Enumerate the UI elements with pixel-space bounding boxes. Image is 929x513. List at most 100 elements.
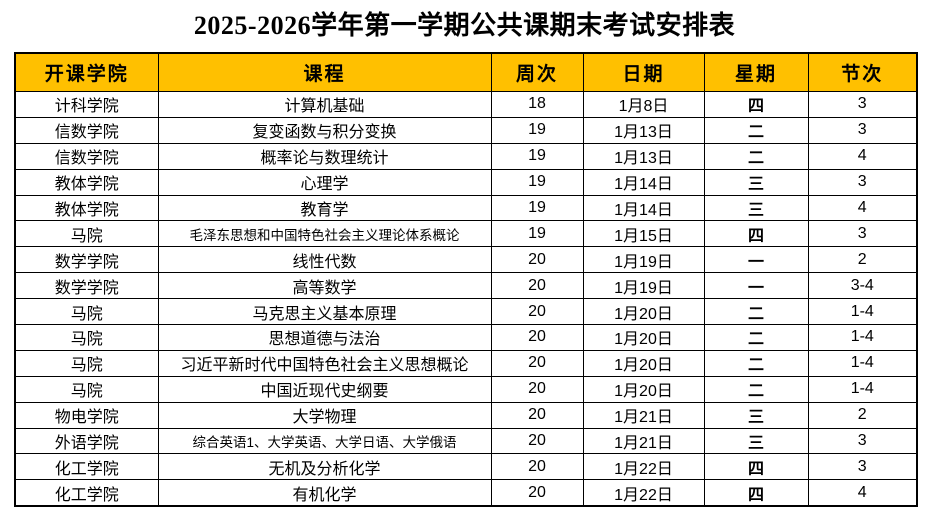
college-cell: 教体学院 bbox=[14, 194, 159, 222]
table-row: 数学学院 线性代数 20 1月19日 一 2 bbox=[14, 246, 918, 274]
period-cell: 1-4 bbox=[807, 349, 918, 377]
table-row: 信数学院 概率论与数理统计 19 1月13日 二 4 bbox=[14, 142, 918, 170]
date-cell: 1月19日 bbox=[582, 246, 705, 274]
table-row: 数学学院 高等数学 20 1月19日 一 3-4 bbox=[14, 272, 918, 300]
course-cell: 心理学 bbox=[157, 168, 492, 196]
weekday-cell: 二 bbox=[703, 349, 809, 377]
week-cell: 20 bbox=[490, 298, 584, 326]
weekday-cell: 四 bbox=[703, 91, 809, 118]
week-cell: 20 bbox=[490, 479, 584, 507]
date-cell: 1月15日 bbox=[582, 220, 705, 248]
college-cell: 化工学院 bbox=[14, 453, 159, 481]
course-cell: 计算机基础 bbox=[157, 91, 492, 118]
course-cell: 习近平新时代中国特色社会主义思想概论 bbox=[157, 349, 492, 377]
week-cell: 20 bbox=[490, 246, 584, 274]
date-cell: 1月14日 bbox=[582, 194, 705, 222]
period-cell: 1-4 bbox=[807, 375, 918, 403]
course-cell: 毛泽东思想和中国特色社会主义理论体系概论 bbox=[157, 220, 492, 248]
period-cell: 3 bbox=[807, 453, 918, 481]
course-cell: 中国近现代史纲要 bbox=[157, 375, 492, 403]
date-cell: 1月20日 bbox=[582, 324, 705, 351]
course-cell: 教育学 bbox=[157, 194, 492, 222]
column-header-period: 节次 bbox=[807, 52, 918, 92]
column-header-weekday: 星期 bbox=[703, 52, 809, 92]
college-cell: 马院 bbox=[14, 324, 159, 351]
course-cell: 无机及分析化学 bbox=[157, 453, 492, 481]
college-cell: 信数学院 bbox=[14, 116, 159, 144]
week-cell: 20 bbox=[490, 375, 584, 403]
exam-table: 开课学院 课程 周次 日期 星期 节次 计科学院 计算机基础 18 1月8日 四 3 信数… bbox=[14, 52, 918, 508]
date-cell: 1月13日 bbox=[582, 142, 705, 170]
period-cell: 3 bbox=[807, 427, 918, 455]
course-cell: 复变函数与积分变换 bbox=[157, 116, 492, 144]
week-cell: 19 bbox=[490, 220, 584, 248]
week-cell: 18 bbox=[490, 91, 584, 118]
college-cell: 化工学院 bbox=[14, 479, 159, 507]
table-row: 马院 习近平新时代中国特色社会主义思想概论 20 1月20日 二 1-4 bbox=[14, 349, 918, 377]
weekday-cell: 三 bbox=[703, 194, 809, 222]
week-cell: 20 bbox=[490, 453, 584, 481]
table-row: 马院 毛泽东思想和中国特色社会主义理论体系概论 19 1月15日 四 3 bbox=[14, 220, 918, 248]
week-cell: 19 bbox=[490, 116, 584, 144]
week-cell: 20 bbox=[490, 427, 584, 455]
week-cell: 19 bbox=[490, 194, 584, 222]
course-cell: 思想道德与法治 bbox=[157, 324, 492, 351]
table-row: 计科学院 计算机基础 18 1月8日 四 3 bbox=[14, 91, 918, 118]
column-header-course: 课程 bbox=[157, 52, 492, 92]
period-cell: 1-4 bbox=[807, 298, 918, 326]
college-cell: 马院 bbox=[14, 220, 159, 248]
exam-table-body: 计科学院 计算机基础 18 1月8日 四 3 信数学院 复变函数与积分变换 19… bbox=[14, 91, 918, 507]
college-cell: 教体学院 bbox=[14, 168, 159, 196]
week-cell: 20 bbox=[490, 349, 584, 377]
column-header-date: 日期 bbox=[582, 52, 705, 92]
date-cell: 1月14日 bbox=[582, 168, 705, 196]
college-cell: 马院 bbox=[14, 349, 159, 377]
college-cell: 物电学院 bbox=[14, 401, 159, 429]
period-cell: 2 bbox=[807, 246, 918, 274]
weekday-cell: 三 bbox=[703, 427, 809, 455]
course-cell: 大学物理 bbox=[157, 401, 492, 429]
course-cell: 高等数学 bbox=[157, 272, 492, 300]
column-header-college: 开课学院 bbox=[14, 52, 159, 92]
table-row: 教体学院 教育学 19 1月14日 三 4 bbox=[14, 194, 918, 222]
period-cell: 4 bbox=[807, 142, 918, 170]
date-cell: 1月22日 bbox=[582, 453, 705, 481]
college-cell: 马院 bbox=[14, 298, 159, 326]
college-cell: 外语学院 bbox=[14, 427, 159, 455]
course-cell: 线性代数 bbox=[157, 246, 492, 274]
period-cell: 1-4 bbox=[807, 324, 918, 351]
date-cell: 1月20日 bbox=[582, 349, 705, 377]
date-cell: 1月19日 bbox=[582, 272, 705, 300]
table-row: 马院 中国近现代史纲要 20 1月20日 二 1-4 bbox=[14, 375, 918, 403]
weekday-cell: 四 bbox=[703, 453, 809, 481]
course-cell: 马克思主义基本原理 bbox=[157, 298, 492, 326]
weekday-cell: 一 bbox=[703, 246, 809, 274]
weekday-cell: 四 bbox=[703, 479, 809, 507]
column-header-week: 周次 bbox=[490, 52, 584, 92]
period-cell: 4 bbox=[807, 479, 918, 507]
course-cell: 有机化学 bbox=[157, 479, 492, 507]
college-cell: 马院 bbox=[14, 375, 159, 403]
weekday-cell: 二 bbox=[703, 324, 809, 351]
weekday-cell: 四 bbox=[703, 220, 809, 248]
period-cell: 2 bbox=[807, 401, 918, 429]
table-row: 化工学院 无机及分析化学 20 1月22日 四 3 bbox=[14, 453, 918, 481]
date-cell: 1月13日 bbox=[582, 116, 705, 144]
period-cell: 3-4 bbox=[807, 272, 918, 300]
date-cell: 1月21日 bbox=[582, 401, 705, 429]
date-cell: 1月22日 bbox=[582, 479, 705, 507]
date-cell: 1月20日 bbox=[582, 375, 705, 403]
course-cell: 综合英语1、大学英语、大学日语、大学俄语 bbox=[157, 427, 492, 455]
weekday-cell: 三 bbox=[703, 401, 809, 429]
date-cell: 1月21日 bbox=[582, 427, 705, 455]
week-cell: 20 bbox=[490, 401, 584, 429]
table-row: 教体学院 心理学 19 1月14日 三 3 bbox=[14, 168, 918, 196]
weekday-cell: 三 bbox=[703, 168, 809, 196]
weekday-cell: 二 bbox=[703, 142, 809, 170]
period-cell: 4 bbox=[807, 194, 918, 222]
weekday-cell: 一 bbox=[703, 272, 809, 300]
table-row: 物电学院 大学物理 20 1月21日 三 2 bbox=[14, 401, 918, 429]
table-row: 马院 思想道德与法治 20 1月20日 二 1-4 bbox=[14, 324, 918, 351]
college-cell: 数学学院 bbox=[14, 246, 159, 274]
